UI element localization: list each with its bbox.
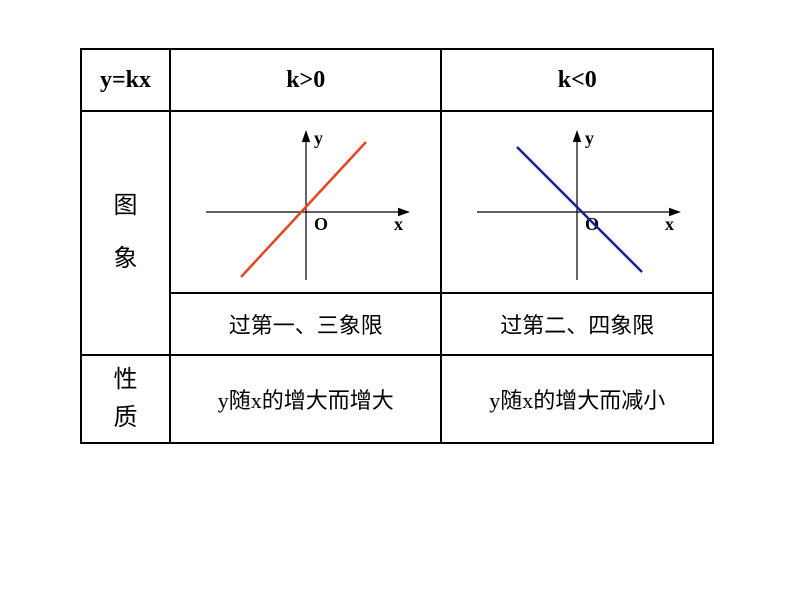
prop-row: 性 质 y随x的增大而增大 y随x的增大而减小 [81, 355, 713, 443]
rowlabel-graph: 图 象 [81, 111, 170, 355]
prop-neg: y随x的增大而减小 [441, 355, 713, 443]
rowlabel-prop-a: 性 [82, 361, 169, 399]
table-container: y=kx k>0 k<0 图 象 y x O y x O 过第一、三象限 过第二、四象限… [80, 48, 714, 444]
graph-row: 图 象 y x O y x O [81, 111, 713, 293]
svg-text:y: y [585, 128, 594, 148]
header-kneg: k<0 [441, 49, 713, 111]
graph-pos-cell: y x O [170, 111, 442, 293]
graph-neg-cell: yxO [441, 111, 713, 293]
rowlabel-graph-b: 象 [82, 233, 169, 286]
header-kpos: k>0 [170, 49, 442, 111]
svg-text:O: O [314, 214, 328, 234]
rowlabel-prop: 性 质 [81, 355, 170, 443]
caption-pos: 过第一、三象限 [170, 293, 442, 355]
svg-text:x: x [665, 214, 674, 234]
prop-pos: y随x的增大而增大 [170, 355, 442, 443]
caption-neg: 过第二、四象限 [441, 293, 713, 355]
rowlabel-prop-b: 质 [82, 399, 169, 437]
function-table: y=kx k>0 k<0 图 象 y x O y x O 过第一、三象限 过第二、四象限… [80, 48, 714, 444]
caption-row: 过第一、三象限 过第二、四象限 [81, 293, 713, 355]
graph-neg: yxO [457, 122, 697, 282]
svg-text:y: y [314, 128, 323, 148]
graph-pos: y x O [186, 122, 426, 282]
header-ykx: y=kx [81, 49, 170, 111]
header-row: y=kx k>0 k<0 [81, 49, 713, 111]
rowlabel-graph-a: 图 [82, 180, 169, 233]
svg-text:x: x [394, 214, 403, 234]
